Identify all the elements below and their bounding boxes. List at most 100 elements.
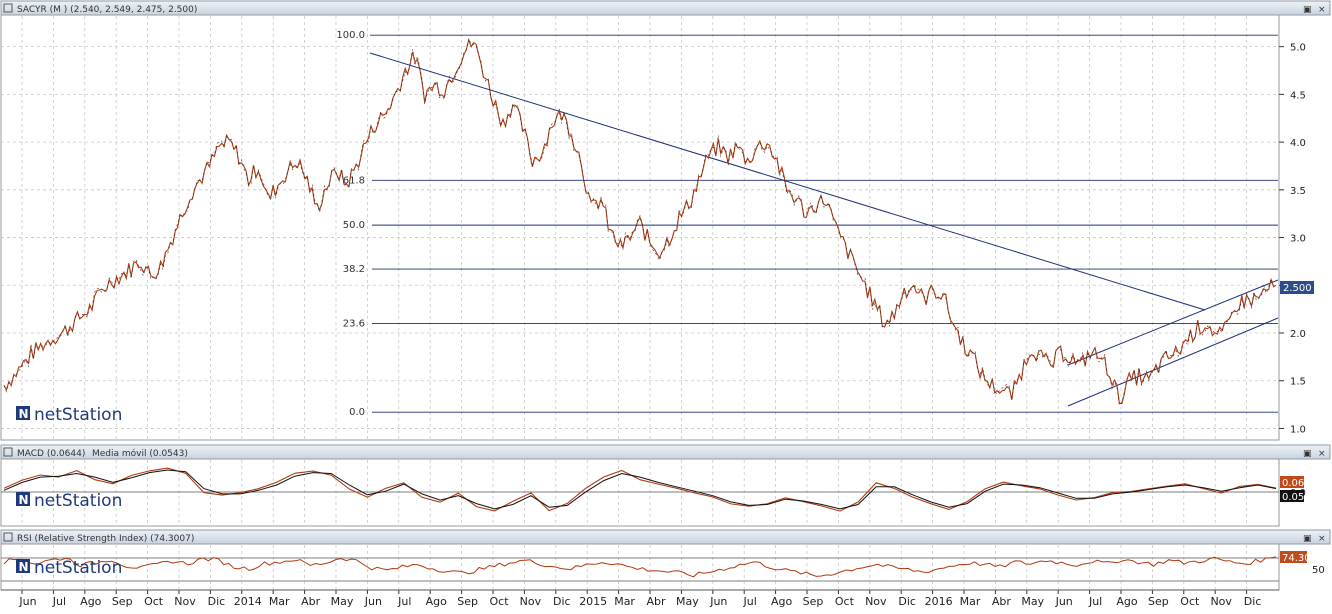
price-panel: SACYR (M ) (2.540, 2.549, 2.475, 2.500) …	[0, 0, 1331, 441]
netstation-logo: N netStation	[16, 558, 122, 578]
x-tick-label: Dic	[553, 595, 571, 608]
last-price-badge	[1280, 281, 1314, 294]
x-tick-label: Oct	[835, 595, 855, 608]
x-tick-label: Mar	[960, 595, 981, 608]
x-tick-label: Oct	[1180, 595, 1200, 608]
svg-text:netStation: netStation	[34, 405, 122, 425]
y-tick-label: 4.5	[1290, 90, 1306, 101]
x-tick-label: 2014	[234, 595, 262, 608]
x-tick-label: Jul	[52, 595, 66, 608]
macd-panel: MACD (0.0644) Media móvil (0.0543) ▣ × 0…	[0, 444, 1331, 527]
x-tick-label: Mar	[614, 595, 635, 608]
y-tick-label: 3.0	[1290, 234, 1306, 245]
macd-value-badge	[1280, 476, 1304, 488]
rsi-value-badge	[1280, 551, 1307, 563]
channel-lower-line	[1067, 317, 1279, 407]
downtrend-line	[369, 52, 1206, 311]
fib-level-label: 38.2	[343, 264, 365, 275]
x-tick-label: Jul	[743, 595, 757, 608]
x-tick-label: Sep	[1148, 595, 1169, 608]
x-tick-label: Nov	[1210, 595, 1232, 608]
fib-level-label: 50.0	[343, 220, 365, 231]
x-tick-label: Mar	[269, 595, 290, 608]
macd-series	[3, 467, 1277, 512]
x-tick-label: 2015	[579, 595, 607, 608]
restore-icon[interactable]: ▣	[1303, 534, 1312, 544]
y-tick-label: 1.5	[1290, 377, 1306, 388]
rsi-value-label: 74.30	[1282, 553, 1311, 564]
netstation-logo-icon	[16, 406, 30, 420]
macd-value-label: 0.06	[1282, 478, 1304, 489]
x-tick-label: Jun	[1055, 595, 1073, 608]
rsi-50-tick: 50	[1312, 565, 1325, 576]
rsi-title: RSI (Relative Strength Index) (74.3007)	[17, 534, 194, 544]
x-tick-label: Sep	[803, 595, 824, 608]
x-tick-label: Dic	[1244, 595, 1262, 608]
close-icon[interactable]: ×	[1318, 449, 1326, 459]
macd-ma-title: Media móvil (0.0543)	[92, 448, 188, 459]
price-y-axis: 5.04.54.03.53.02.52.01.51.0	[1279, 43, 1306, 435]
time-x-axis: Jun Jul Ago Sep Oct Nov Dic 2014 Mar Abr May Jun Jul…	[1, 589, 1279, 608]
netstation-logo: N netStation	[16, 405, 122, 425]
svg-text:N: N	[19, 407, 29, 421]
y-tick-label: 2.0	[1290, 329, 1306, 340]
x-tick-label: Dic	[898, 595, 916, 608]
fibonacci-levels: 100.0 61.8 50.0 38.2 23.6 0.0	[336, 30, 1278, 418]
x-tick-label: May	[676, 595, 699, 608]
macd-plot-area	[0, 458, 1280, 527]
x-tick-label: Sep	[112, 595, 133, 608]
x-tick-label: Oct	[144, 595, 164, 608]
x-tick-label: Ago	[426, 595, 448, 608]
x-tick-label: Jun	[364, 595, 382, 608]
close-icon[interactable]: ×	[1318, 5, 1326, 15]
x-tick-label: Jun	[709, 595, 727, 608]
netstation-logo: N netStation	[16, 491, 122, 511]
panel-menu-icon[interactable]	[3, 3, 13, 13]
macd-ma-value-badge	[1280, 490, 1304, 502]
macd-title: MACD (0.0644)	[17, 449, 85, 459]
y-tick-label: 5.0	[1290, 43, 1306, 54]
last-price-label: 2.500	[1283, 283, 1312, 294]
close-icon[interactable]: ×	[1318, 534, 1326, 544]
panel-menu-icon[interactable]	[3, 447, 13, 457]
fib-level-label: 23.6	[343, 318, 365, 329]
y-tick-label: 3.5	[1290, 186, 1306, 197]
x-tick-label: Sep	[457, 595, 478, 608]
macd-panel-header	[0, 444, 1331, 460]
x-tick-label: Jul	[397, 595, 411, 608]
fib-level-label: 61.8	[343, 175, 365, 186]
svg-text:N: N	[19, 560, 29, 574]
x-tick-label: Dic	[208, 595, 226, 608]
price-plot-area	[0, 14, 1280, 441]
channel-upper-line	[1067, 279, 1279, 366]
x-tick-label: Ago	[80, 595, 102, 608]
price-series-shadow	[3, 37, 1274, 407]
x-tick-label: Jun	[18, 595, 36, 608]
rsi-plot-area	[0, 543, 1280, 591]
restore-icon[interactable]: ▣	[1303, 5, 1312, 15]
x-tick-label: May	[331, 595, 354, 608]
macd-ma-value-label: 0.05	[1282, 492, 1304, 503]
price-panel-title: SACYR (M ) (2.540, 2.549, 2.475, 2.500)	[17, 5, 197, 15]
x-tick-label: Nov	[174, 595, 196, 608]
macd-ma-series	[3, 469, 1277, 510]
svg-text:netStation: netStation	[34, 558, 122, 578]
netstation-logo-icon	[16, 559, 30, 573]
x-tick-label: Nov	[865, 595, 887, 608]
x-tick-label: Ago	[1116, 595, 1138, 608]
x-tick-label: Oct	[489, 595, 509, 608]
x-tick-label: Abr	[301, 595, 321, 608]
x-tick-label: Jul	[1088, 595, 1102, 608]
x-tick-label: Abr	[646, 595, 666, 608]
fib-level-label: 0.0	[349, 407, 365, 418]
svg-text:netStation: netStation	[34, 491, 122, 511]
fib-level-label: 100.0	[336, 30, 365, 41]
price-panel-header	[0, 0, 1331, 16]
rsi-panel-header	[0, 529, 1331, 545]
restore-icon[interactable]: ▣	[1303, 449, 1312, 459]
panel-menu-icon[interactable]	[3, 532, 13, 542]
x-tick-label: Nov	[520, 595, 542, 608]
x-tick-label: May	[1021, 595, 1044, 608]
rsi-series	[3, 556, 1277, 578]
